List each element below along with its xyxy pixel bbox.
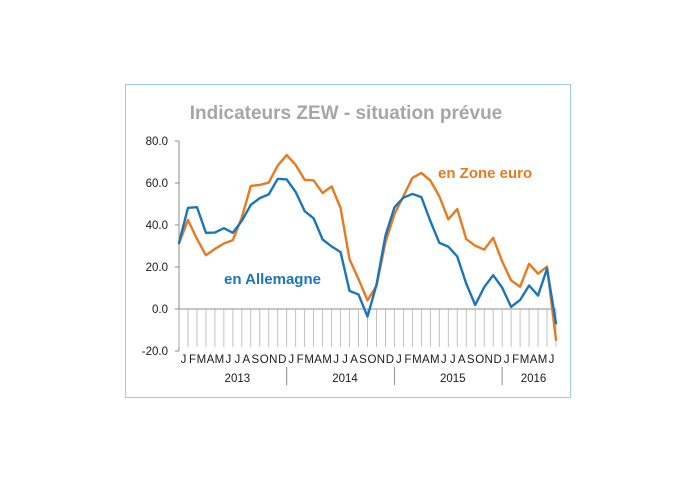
year-label: 2013 [225, 373, 251, 385]
x-month-label: M [430, 354, 440, 366]
x-month-label: F [404, 354, 411, 366]
x-month-label: J [396, 354, 402, 366]
x-month-label: J [441, 354, 447, 366]
y-tick-label: 20.0 [146, 262, 168, 274]
x-month-label: M [215, 354, 225, 366]
x-month-label: A [207, 354, 215, 366]
x-month-label: D [386, 354, 394, 366]
x-month-label: J [504, 354, 510, 366]
axes [175, 140, 557, 352]
chart-frame: Indicateurs ZEW - situation prévue 80.0 6… [125, 84, 571, 398]
x-month-label: J [234, 354, 240, 366]
x-month-label: A [314, 354, 322, 366]
x-month-label: J [549, 354, 555, 366]
chart-title: Indicateurs ZEW - situation prévue [190, 103, 503, 124]
x-month-label: S [467, 354, 475, 366]
x-month-label: M [520, 354, 530, 366]
x-month-label: O [368, 354, 377, 366]
x-month-label: A [458, 354, 466, 366]
year-label: 2016 [521, 373, 547, 385]
x-month-label: O [475, 354, 484, 366]
series-line-germany [177, 177, 558, 325]
x-month-label: A [530, 354, 538, 366]
x-month-label: A [422, 354, 430, 366]
x-month-label: J [342, 354, 348, 366]
y-tick-label: 40.0 [146, 220, 168, 232]
x-month-label: N [485, 354, 493, 366]
chart-svg: Indicateurs ZEW - situation prévue 80.0 6… [142, 103, 558, 385]
x-month-label: J [181, 354, 187, 366]
y-tick-label: 80.0 [146, 136, 168, 148]
x-month-label: F [189, 354, 196, 366]
x-month-label: M [412, 354, 422, 366]
x-month-label: M [197, 354, 207, 366]
year-label: 2014 [332, 373, 358, 385]
year-label: 2015 [440, 373, 466, 385]
x-month-label: D [493, 354, 501, 366]
x-month-label: J [450, 354, 456, 366]
x-month-label: M [538, 354, 548, 366]
series-line-euro [177, 153, 558, 342]
y-tick-label: -20.0 [142, 346, 168, 358]
series-lines [177, 153, 558, 342]
y-tick-label: 60.0 [146, 178, 168, 190]
x-month-label: J [225, 354, 231, 366]
x-month-label: J [333, 354, 339, 366]
x-month-label: S [359, 354, 367, 366]
x-month-label: M [322, 354, 332, 366]
x-month-label: M [304, 354, 314, 366]
y-axis-ticks: 80.0 60.0 40.0 20.0 0.0 -20.0 [142, 136, 168, 358]
x-month-label: D [278, 354, 286, 366]
x-month-label: N [269, 354, 277, 366]
x-month-label: O [260, 354, 269, 366]
x-month-label: F [512, 354, 519, 366]
series-label-germany: en Allemagne [224, 271, 321, 288]
x-month-label: A [242, 354, 250, 366]
x-month-label: J [288, 354, 294, 366]
x-month-label: S [251, 354, 259, 366]
y-tick-label: 0.0 [152, 304, 168, 316]
x-month-label: N [377, 354, 385, 366]
x-month-label: A [350, 354, 358, 366]
x-month-label: F [297, 354, 304, 366]
series-label-euro: en Zone euro [438, 165, 532, 182]
